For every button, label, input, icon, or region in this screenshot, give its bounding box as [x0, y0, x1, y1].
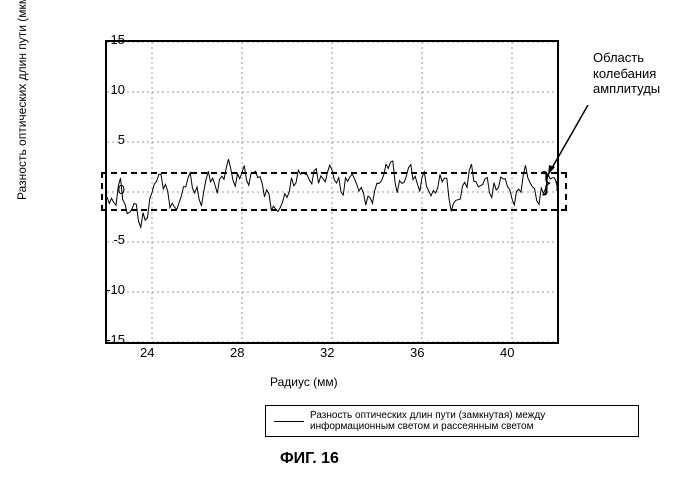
x-tick-label: 28 [230, 345, 244, 360]
annotation-line1: Область [593, 50, 644, 65]
chart-container: Разность оптических длин пути (мкм) Ради… [20, 20, 580, 400]
bracket-icon: } [542, 168, 551, 194]
x-axis-label: Радиус (мм) [270, 375, 338, 389]
x-tick-label: 36 [410, 345, 424, 360]
annotation-line2: колебания [593, 66, 656, 81]
y-tick-label: 10 [85, 82, 125, 97]
annotation-label: Область колебания амплитуды [593, 50, 683, 97]
x-tick-label: 32 [320, 345, 334, 360]
y-tick-label: -10 [85, 282, 125, 297]
figure-label: ФИГ. 16 [280, 450, 339, 468]
x-tick-label: 24 [140, 345, 154, 360]
y-tick-label: -5 [85, 232, 125, 247]
legend-line-icon [274, 421, 304, 422]
plot-area [105, 40, 559, 344]
x-tick-label: 40 [500, 345, 514, 360]
legend: Разность оптических длин пути (замкнутая… [265, 405, 639, 437]
y-tick-label: 0 [85, 182, 125, 197]
y-tick-label: -15 [85, 332, 125, 347]
annotation-line3: амплитуды [593, 81, 660, 96]
y-axis-label: Разность оптических длин пути (мкм) [15, 0, 29, 200]
legend-text: Разность оптических длин пути (замкнутая… [310, 410, 630, 432]
y-tick-label: 5 [85, 132, 125, 147]
y-tick-label: 15 [85, 32, 125, 47]
